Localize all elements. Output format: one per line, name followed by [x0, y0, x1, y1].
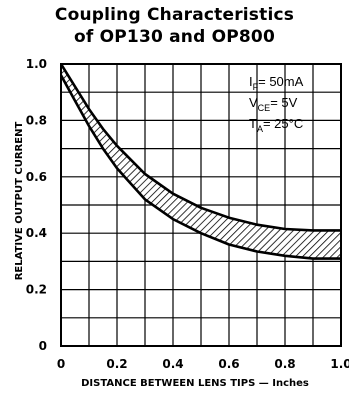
condition-value: = 50mA	[258, 74, 303, 89]
condition-value: = 5V	[270, 95, 297, 110]
chart-title-line-2: of OP130 and OP800	[74, 27, 275, 47]
condition-subscript: F	[253, 82, 259, 92]
x-tick-label: 0.4	[162, 357, 183, 371]
band-hatch	[61, 64, 341, 259]
condition-value: = 25°C	[263, 116, 303, 131]
tick-labels: 0 0.2 0.4 0.6 0.8 1.0 0 0.2 0.4 0.6 0.8 1.0 DISTANCE…	[14, 57, 349, 389]
y-tick-label: 0	[39, 339, 47, 353]
x-tick-label: 0.8	[274, 357, 295, 371]
y-tick-label: 0.8	[26, 113, 47, 127]
condition-line: IF= 50mA	[249, 74, 304, 92]
grid	[61, 64, 341, 346]
condition-symbol: I	[249, 74, 253, 89]
condition-line: TA= 25°C	[249, 116, 303, 134]
band-layer	[61, 64, 341, 260]
y-tick-label: 0.6	[26, 170, 47, 184]
condition-symbol: V	[249, 95, 258, 110]
condition-symbol: T	[249, 116, 257, 131]
y-tick-label: 0.2	[26, 283, 47, 297]
x-tick-label: 0	[57, 357, 65, 371]
x-tick-label: 0.2	[106, 357, 127, 371]
y-tick-label: 0.4	[26, 226, 47, 240]
chart-title: Coupling Characteristics of OP130 and OP…	[0, 4, 349, 48]
x-axis-label: DISTANCE BETWEEN LENS TIPS — Inches	[81, 378, 309, 389]
condition-subscript: CE	[258, 103, 271, 113]
condition-subscript: A	[257, 124, 263, 134]
chart-title-line-1: Coupling Characteristics	[54, 5, 295, 25]
y-tick-label: 1.0	[26, 57, 47, 71]
plot-frame	[60, 63, 342, 347]
band-upper-curve	[61, 64, 341, 232]
band-lower-curve	[61, 74, 341, 260]
y-axis-label: RELATIVE OUTPUT CURRENT	[14, 122, 25, 281]
x-tick-label: 1.0	[330, 357, 349, 371]
x-tick-label: 0.6	[218, 357, 239, 371]
axes	[60, 63, 342, 347]
condition-line: VCE= 5V	[249, 95, 298, 113]
